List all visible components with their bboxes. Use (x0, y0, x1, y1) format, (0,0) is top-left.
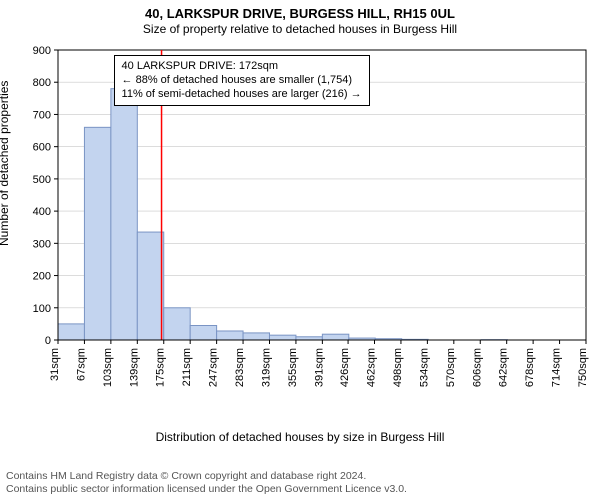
svg-text:678sqm: 678sqm (524, 348, 536, 387)
svg-text:462sqm: 462sqm (366, 348, 378, 387)
svg-text:283sqm: 283sqm (234, 348, 246, 387)
svg-text:606sqm: 606sqm (471, 348, 483, 387)
svg-text:800: 800 (33, 77, 51, 89)
svg-text:100: 100 (33, 303, 51, 315)
chart-title-sub: Size of property relative to detached ho… (0, 22, 600, 37)
attribution-footer: Contains HM Land Registry data © Crown c… (6, 470, 407, 496)
y-axis-label: Number of detached properties (0, 81, 11, 246)
svg-text:400: 400 (33, 206, 51, 218)
svg-text:0: 0 (45, 335, 51, 347)
svg-text:570sqm: 570sqm (445, 348, 457, 387)
footer-line-2: Contains public sector information licen… (6, 483, 407, 496)
annotation-line-2: ← 88% of detached houses are smaller (1,… (122, 74, 362, 88)
svg-text:700: 700 (33, 109, 51, 121)
chart-title-block: 40, LARKSPUR DRIVE, BURGESS HILL, RH15 0… (0, 0, 600, 37)
svg-text:498sqm: 498sqm (392, 348, 404, 387)
chart-area: Number of detached properties 0 100 200 300… (0, 42, 600, 450)
svg-text:750sqm: 750sqm (577, 348, 589, 387)
svg-text:175sqm: 175sqm (155, 348, 167, 387)
footer-line-1: Contains HM Land Registry data © Crown c… (6, 470, 407, 483)
svg-text:300: 300 (33, 238, 51, 250)
annotation-line-3: 11% of semi-detached houses are larger (… (122, 88, 362, 102)
svg-text:103sqm: 103sqm (102, 348, 114, 387)
svg-text:247sqm: 247sqm (208, 348, 220, 387)
svg-text:900: 900 (33, 45, 51, 57)
svg-text:500: 500 (33, 174, 51, 186)
svg-text:600: 600 (33, 142, 51, 154)
svg-text:31sqm: 31sqm (49, 348, 61, 381)
svg-text:426sqm: 426sqm (339, 348, 351, 387)
svg-text:211sqm: 211sqm (181, 348, 193, 386)
svg-text:67sqm: 67sqm (75, 348, 87, 381)
svg-text:355sqm: 355sqm (287, 348, 299, 387)
svg-text:714sqm: 714sqm (551, 348, 563, 387)
svg-text:139sqm: 139sqm (128, 348, 140, 387)
x-axis-label: Distribution of detached houses by size … (0, 430, 600, 444)
svg-text:534sqm: 534sqm (418, 348, 430, 387)
svg-text:319sqm: 319sqm (260, 348, 272, 387)
chart-title-main: 40, LARKSPUR DRIVE, BURGESS HILL, RH15 0… (0, 6, 600, 22)
svg-text:200: 200 (33, 271, 51, 283)
svg-text:391sqm: 391sqm (313, 348, 325, 387)
annotation-box: 40 LARKSPUR DRIVE: 172sqm ← 88% of detac… (114, 55, 370, 106)
svg-text:642sqm: 642sqm (498, 348, 510, 387)
annotation-line-1: 40 LARKSPUR DRIVE: 172sqm (122, 60, 362, 74)
